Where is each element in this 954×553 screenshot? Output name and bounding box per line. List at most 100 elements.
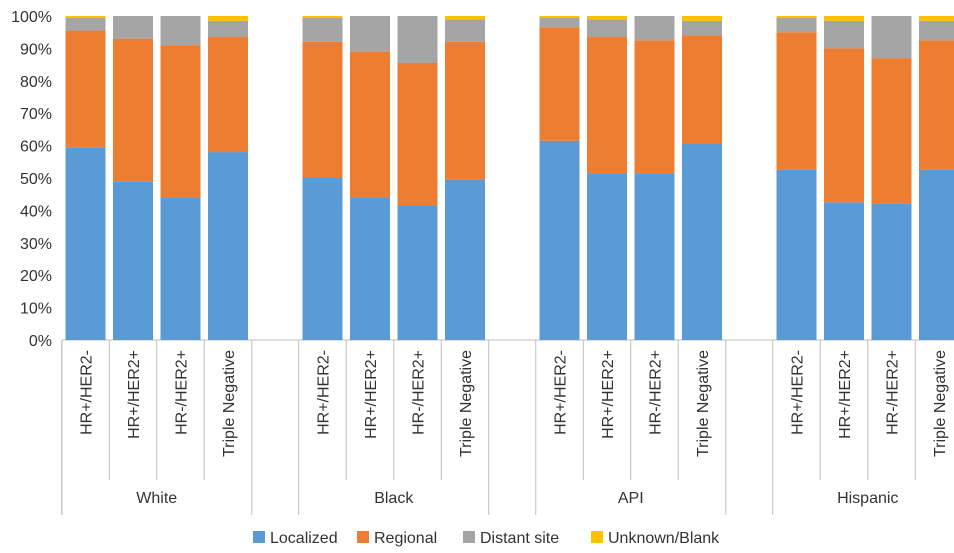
bar-segment-unknown-blank-api-hr-her2 — [539, 16, 580, 18]
group-label-black: Black — [374, 490, 414, 507]
y-tick-label-100: 100% — [11, 9, 52, 26]
bar-segment-regional-api-hr-her2 — [587, 37, 627, 174]
bar-segment-unknown-blank-black-triple-negative — [445, 16, 485, 20]
y-tick-label-80: 80% — [20, 74, 52, 91]
y-tick-label-40: 40% — [20, 203, 52, 220]
bar-segment-distant-site-api-hr-her2 — [539, 17, 580, 28]
bar-segment-localized-white-hr-her2 — [160, 197, 201, 340]
bar-segment-localized-white-hr-her2 — [65, 147, 106, 340]
bar-segment-unknown-blank-api-triple-negative — [682, 16, 722, 21]
bar-segment-regional-api-hr-her2 — [634, 40, 675, 174]
y-tick-label-20: 20% — [20, 268, 52, 285]
bar-segment-localized-api-hr-her2 — [539, 140, 580, 340]
legend-label-unknown-blank: Unknown/Blank — [608, 530, 720, 547]
x-tick-label-hr-her2: HR-/HER2+ — [648, 350, 665, 435]
x-tick-label-hr-her2: HR+/HER2+ — [363, 350, 380, 439]
x-axis: HR+/HER2- HR+/HER2+ HR-/HER2+ Triple Negati… — [61, 340, 949, 515]
x-tick-label-triple-negative: Triple Negative — [695, 350, 712, 457]
bar-segment-localized-api-hr-her2 — [587, 173, 627, 340]
x-tick-label-triple-negative: Triple Negative — [932, 350, 949, 457]
bar-segment-distant-site-white-hr-her2 — [65, 17, 106, 31]
legend-swatch-localized — [253, 531, 265, 543]
bar-segment-distant-site-white-hr-her2 — [160, 16, 201, 46]
bar-segment-regional-hispanic-hr-her2 — [871, 58, 912, 204]
bar-segment-localized-api-hr-her2 — [634, 173, 675, 340]
x-tick-label-hr-her2: HR+/HER2- — [79, 350, 96, 435]
legend-swatch-regional — [357, 531, 369, 543]
bar-segment-localized-black-hr-her2 — [397, 205, 438, 340]
x-tick-label-hr-her2: HR-/HER2+ — [885, 350, 902, 435]
bar-segment-unknown-blank-white-hr-her2 — [65, 16, 106, 18]
bar-segment-distant-site-white-triple-negative — [208, 20, 248, 38]
bar-segment-regional-black-hr-her2 — [397, 62, 438, 206]
group-label-white: White — [136, 490, 177, 507]
bar-segment-regional-hispanic-triple-negative — [919, 40, 954, 170]
y-tick-label-70: 70% — [20, 106, 52, 123]
bar-segment-distant-site-black-hr-her2 — [302, 17, 343, 42]
bar-segment-localized-hispanic-hr-her2 — [824, 202, 864, 340]
x-tick-label-hr-her2: HR-/HER2+ — [411, 350, 428, 435]
bar-segment-localized-white-hr-her2 — [113, 181, 153, 340]
y-tick-label-0: 0% — [29, 333, 52, 350]
x-tick-label-hr-her2: HR-/HER2+ — [174, 350, 191, 435]
y-tick-label-90: 90% — [20, 41, 52, 58]
bar-segment-localized-hispanic-hr-her2 — [776, 169, 817, 340]
bar-segment-localized-api-triple-negative — [682, 143, 722, 340]
legend-swatch-unknown-blank — [591, 531, 603, 543]
x-tick-label-triple-negative: Triple Negative — [458, 350, 475, 457]
bar-segment-localized-black-hr-her2 — [302, 178, 343, 340]
bar-segment-regional-api-hr-her2 — [539, 27, 580, 141]
bars — [65, 16, 954, 340]
bar-segment-distant-site-api-hr-her2 — [634, 16, 675, 41]
bar-segment-regional-black-triple-negative — [445, 41, 485, 180]
group-label-api: API — [618, 490, 644, 507]
bar-segment-regional-white-hr-her2 — [160, 45, 201, 198]
y-tick-label-60: 60% — [20, 139, 52, 156]
bar-segment-localized-white-triple-negative — [208, 152, 248, 340]
x-tick-label-hr-her2: HR+/HER2+ — [126, 350, 143, 439]
legend-label-distant-site: Distant site — [480, 530, 559, 547]
x-tick-label-hr-her2: HR+/HER2+ — [600, 350, 617, 439]
bar-segment-distant-site-black-hr-her2 — [397, 16, 438, 63]
bar-segment-distant-site-api-triple-negative — [682, 20, 722, 36]
legend-swatch-distant-site — [463, 531, 475, 543]
bar-segment-unknown-blank-hispanic-hr-her2 — [776, 16, 817, 18]
bar-segment-distant-site-api-hr-her2 — [587, 19, 627, 38]
bar-segment-localized-black-triple-negative — [445, 179, 485, 340]
bar-segment-unknown-blank-black-hr-her2 — [302, 16, 343, 18]
bar-segment-distant-site-black-hr-her2 — [350, 16, 390, 52]
y-tick-label-50: 50% — [20, 171, 52, 188]
x-tick-label-hr-her2: HR+/HER2+ — [837, 350, 854, 439]
bar-segment-localized-hispanic-hr-her2 — [871, 203, 912, 340]
bar-segment-regional-black-hr-her2 — [350, 51, 390, 198]
bar-segment-distant-site-hispanic-hr-her2 — [824, 20, 864, 49]
y-axis: 0% 10% 20% 30% 40% 50% 60% 70% 80% 90% 100% — [11, 9, 954, 350]
bar-segment-regional-white-hr-her2 — [113, 38, 153, 182]
bar-segment-regional-white-hr-her2 — [65, 30, 106, 148]
group-label-hispanic: Hispanic — [837, 490, 898, 507]
bar-segment-localized-hispanic-triple-negative — [919, 169, 954, 340]
bar-segment-regional-black-hr-her2 — [302, 41, 343, 178]
bar-segment-regional-hispanic-hr-her2 — [824, 48, 864, 203]
bar-segment-regional-hispanic-hr-her2 — [776, 32, 817, 170]
bar-segment-unknown-blank-white-triple-negative — [208, 16, 248, 21]
x-tick-label-hr-her2: HR+/HER2- — [553, 350, 570, 435]
legend-label-regional: Regional — [374, 530, 437, 547]
y-tick-label-30: 30% — [20, 236, 52, 253]
bar-segment-distant-site-black-triple-negative — [445, 19, 485, 42]
legend-label-localized: Localized — [270, 530, 338, 547]
bar-segment-distant-site-white-hr-her2 — [113, 16, 153, 39]
bar-segment-distant-site-hispanic-triple-negative — [919, 20, 954, 41]
bar-segment-unknown-blank-hispanic-triple-negative — [919, 16, 954, 21]
bar-segment-unknown-blank-api-hr-her2 — [587, 16, 627, 20]
bar-segment-localized-black-hr-her2 — [350, 197, 390, 340]
legend: Localized Regional Distant site Unknown/Bla… — [253, 530, 720, 547]
bar-segment-distant-site-hispanic-hr-her2 — [871, 16, 912, 59]
bar-segment-distant-site-hispanic-hr-her2 — [776, 17, 817, 33]
bar-segment-regional-white-triple-negative — [208, 37, 248, 153]
y-tick-label-10: 10% — [20, 301, 52, 318]
x-tick-label-triple-negative: Triple Negative — [221, 350, 238, 457]
x-tick-label-hr-her2: HR+/HER2- — [790, 350, 807, 435]
bar-segment-unknown-blank-hispanic-hr-her2 — [824, 16, 864, 21]
